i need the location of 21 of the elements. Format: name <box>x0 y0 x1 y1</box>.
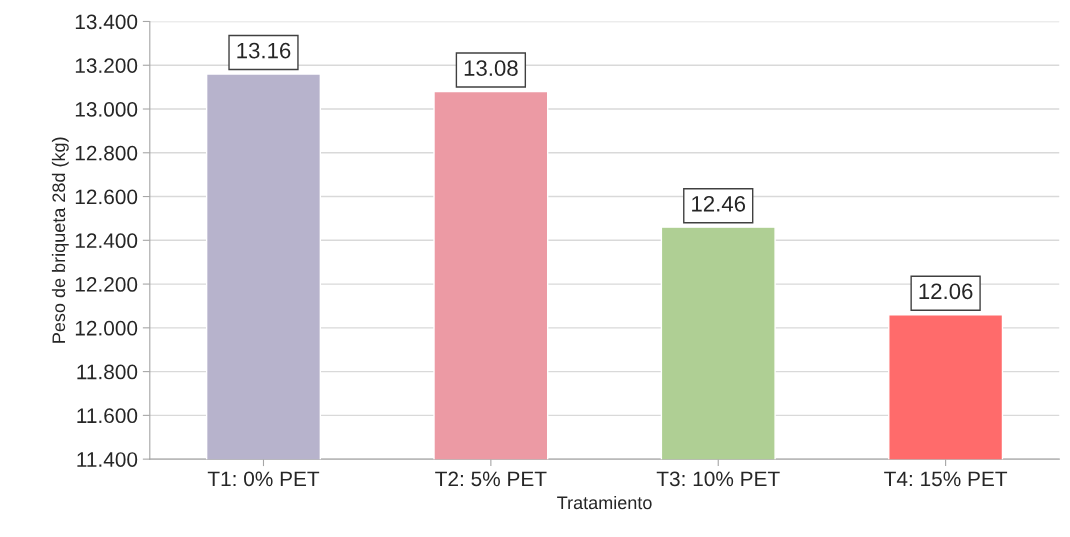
y-tick-label: 13.200 <box>75 58 138 73</box>
data-label: 13.08 <box>464 60 518 76</box>
y-tick-label: 12.200 <box>75 277 138 292</box>
y-tick-label: 11.600 <box>77 408 138 424</box>
x-tick-label: T3: 10% PET <box>656 471 780 487</box>
y-tick-label: 11.800 <box>77 364 138 380</box>
y-tick-label: 11.400 <box>77 452 138 467</box>
y-tick-label: 13.000 <box>75 102 138 117</box>
y-tick-label: 12.600 <box>75 189 138 205</box>
data-label: 12.46 <box>692 195 746 212</box>
data-label: 13.16 <box>237 42 291 59</box>
data-label: 12.06 <box>919 283 973 300</box>
x-tick-label: T4: 15% PET <box>884 471 1008 487</box>
y-tick-label: 12.400 <box>75 233 138 249</box>
x-axis-title: Tratamiento <box>557 495 652 510</box>
y-tick-label: 13.400 <box>75 14 138 30</box>
y-tick-label: 12.000 <box>75 320 138 336</box>
y-tick-label: 12.800 <box>75 145 138 161</box>
y-axis-title: Peso de briqueta 28d (kg) <box>51 137 69 343</box>
x-tick-label: T2: 5% PET <box>435 471 547 487</box>
x-tick-label: T1: 0% PET <box>207 471 320 487</box>
